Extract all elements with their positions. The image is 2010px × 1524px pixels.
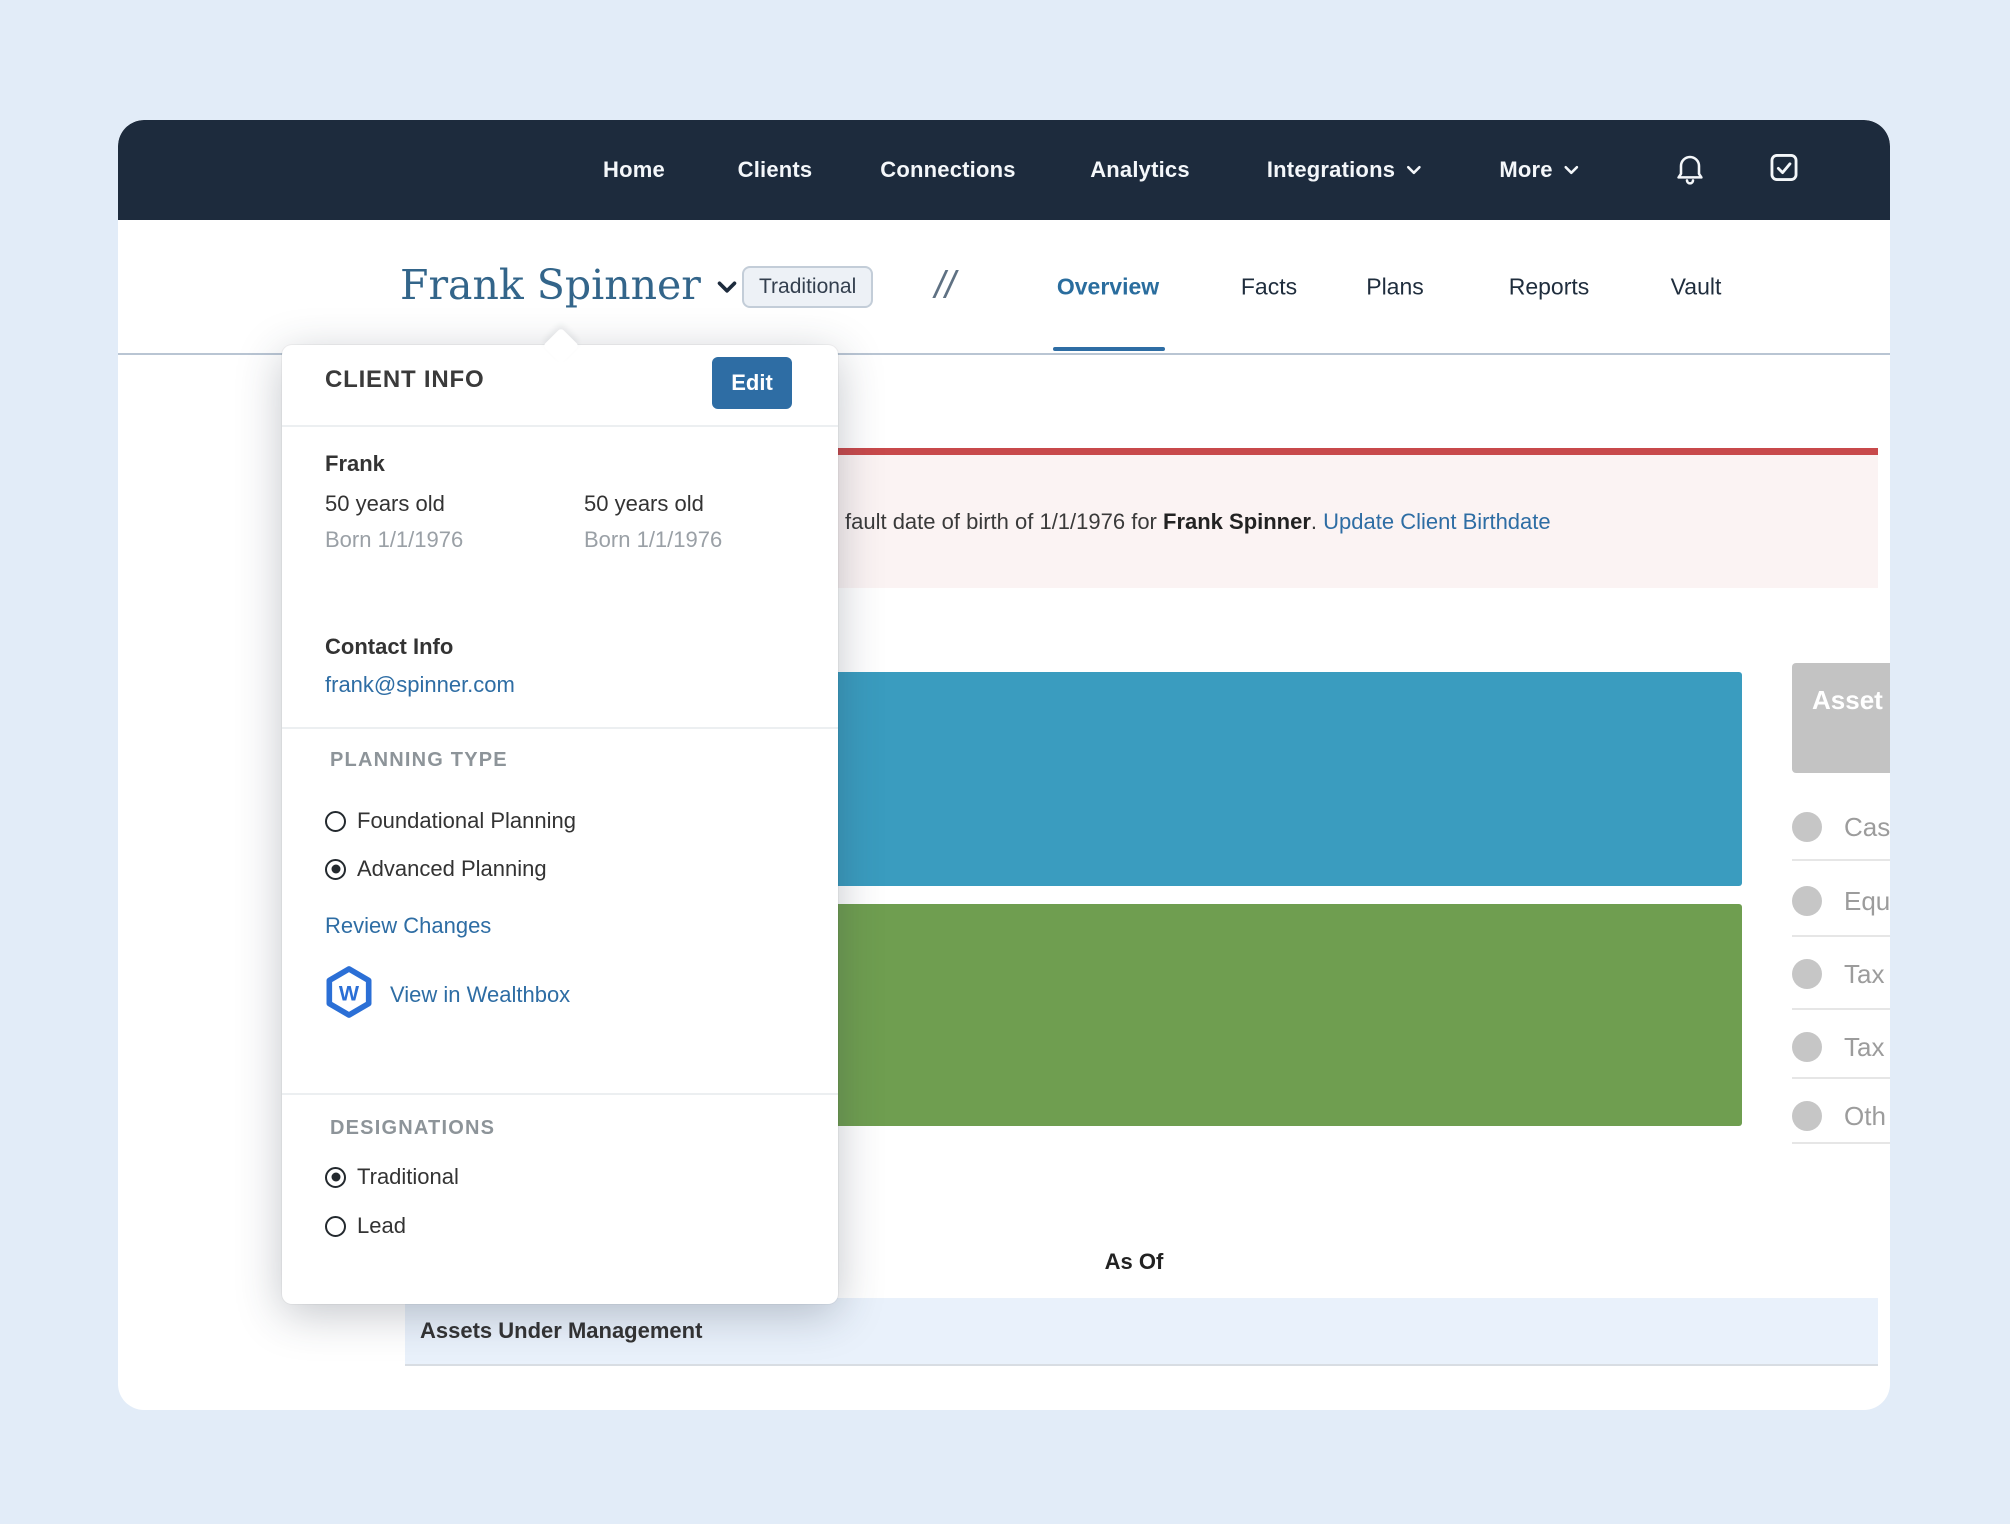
legend-item-other[interactable]: Oth bbox=[1792, 1086, 1890, 1146]
svg-text:W: W bbox=[339, 981, 360, 1005]
legend-bullet-icon bbox=[1792, 886, 1822, 916]
tab-plans[interactable]: Plans bbox=[1366, 273, 1424, 299]
bell-icon[interactable] bbox=[1672, 150, 1708, 191]
tasks-checkbox-icon[interactable] bbox=[1767, 151, 1801, 190]
co-client-birthdate: Born 1/1/1976 bbox=[584, 527, 723, 552]
nav-item-integrations[interactable]: Integrations bbox=[1267, 157, 1423, 183]
chart-axis-label: As Of bbox=[1104, 1249, 1164, 1274]
review-changes-link[interactable]: Review Changes bbox=[325, 913, 492, 938]
designation-badge: Traditional bbox=[742, 265, 874, 308]
tab-reports[interactable]: Reports bbox=[1508, 273, 1590, 299]
edit-button[interactable]: Edit bbox=[712, 357, 792, 409]
divider bbox=[282, 425, 838, 427]
popover-title: CLIENT INFO bbox=[325, 366, 485, 393]
wealthbox-icon: W bbox=[322, 965, 376, 1024]
nav-item-clients[interactable]: Clients bbox=[737, 157, 813, 182]
legend-item-tax-1[interactable]: Tax bbox=[1792, 944, 1890, 1004]
view-in-wealthbox-link[interactable]: W View in Wealthbox bbox=[322, 965, 570, 1024]
legend-header-label: Asset bbox=[1812, 685, 1883, 715]
top-nav: Home Clients Connections Analytics Integ… bbox=[118, 120, 1890, 220]
chevron-down-icon bbox=[1405, 161, 1423, 179]
section-label: Assets Under Management bbox=[420, 1318, 703, 1343]
nav-item-more[interactable]: More bbox=[1499, 157, 1580, 183]
legend-item-equity[interactable]: Equ bbox=[1792, 871, 1890, 931]
planning-type-heading: PLANNING TYPE bbox=[330, 749, 508, 771]
divider bbox=[282, 1093, 838, 1095]
client-email-link[interactable]: frank@spinner.com bbox=[325, 672, 515, 697]
legend-item-tax-2[interactable]: Tax bbox=[1792, 1017, 1890, 1077]
tab-facts[interactable]: Facts bbox=[1240, 273, 1298, 299]
breadcrumb-separator: // bbox=[934, 264, 956, 307]
client-age: 50 years old bbox=[325, 491, 445, 516]
co-client-age: 50 years old bbox=[584, 491, 704, 516]
nav-item-connections[interactable]: Connections bbox=[880, 157, 1016, 182]
designations-heading: DESIGNATIONS bbox=[330, 1117, 496, 1139]
legend-divider bbox=[1792, 1008, 1890, 1010]
alert-client-name: Frank Spinner bbox=[1163, 508, 1311, 534]
nav-item-analytics[interactable]: Analytics bbox=[1090, 157, 1190, 182]
tab-vault[interactable]: Vault bbox=[1670, 273, 1722, 299]
legend-divider bbox=[1792, 1077, 1890, 1079]
radio-lead[interactable]: Lead bbox=[325, 1213, 406, 1239]
client-birthdate: Born 1/1/1976 bbox=[325, 527, 464, 552]
chevron-down-icon bbox=[715, 261, 739, 309]
legend-bullet-icon bbox=[1792, 959, 1822, 989]
chevron-down-icon bbox=[1563, 161, 1581, 179]
client-first-name: Frank bbox=[325, 451, 385, 476]
assets-under-management-band: Assets Under Management bbox=[405, 1298, 1878, 1366]
alert-message: fault date of birth of 1/1/1976 for Fran… bbox=[845, 508, 1551, 534]
divider bbox=[282, 727, 838, 729]
app-card: Home Clients Connections Analytics Integ… bbox=[118, 120, 1890, 1410]
radio-traditional[interactable]: Traditional bbox=[325, 1164, 459, 1190]
radio-advanced-planning[interactable]: Advanced Planning bbox=[325, 856, 547, 882]
legend-divider bbox=[1792, 1142, 1890, 1144]
radio-foundational-planning[interactable]: Foundational Planning bbox=[325, 808, 576, 834]
radio-icon bbox=[325, 1215, 346, 1237]
legend-divider bbox=[1792, 859, 1890, 861]
client-name: Frank Spinner bbox=[400, 260, 701, 309]
update-birthdate-link[interactable]: Update Client Birthdate bbox=[1323, 508, 1551, 534]
radio-checked-icon bbox=[325, 858, 346, 880]
legend-header-box[interactable]: Asset bbox=[1792, 663, 1890, 773]
legend-item-cash[interactable]: Cas bbox=[1792, 797, 1890, 857]
legend-bullet-icon bbox=[1792, 1101, 1822, 1131]
tab-overview[interactable]: Overview bbox=[1056, 273, 1160, 299]
client-header-row: Frank Spinner Traditional // Overview Fa… bbox=[118, 220, 1890, 355]
radio-icon bbox=[325, 810, 346, 832]
legend-divider bbox=[1792, 935, 1890, 937]
legend-bullet-icon bbox=[1792, 812, 1822, 842]
contact-info-heading: Contact Info bbox=[325, 634, 454, 659]
client-info-popover: CLIENT INFO Edit Frank 50 years old Born… bbox=[282, 327, 838, 1304]
radio-checked-icon bbox=[325, 1166, 346, 1188]
client-name-dropdown[interactable]: Frank Spinner bbox=[400, 261, 739, 309]
nav-item-home[interactable]: Home bbox=[603, 157, 665, 182]
active-tab-underline bbox=[1053, 347, 1165, 351]
legend-bullet-icon bbox=[1792, 1032, 1822, 1062]
